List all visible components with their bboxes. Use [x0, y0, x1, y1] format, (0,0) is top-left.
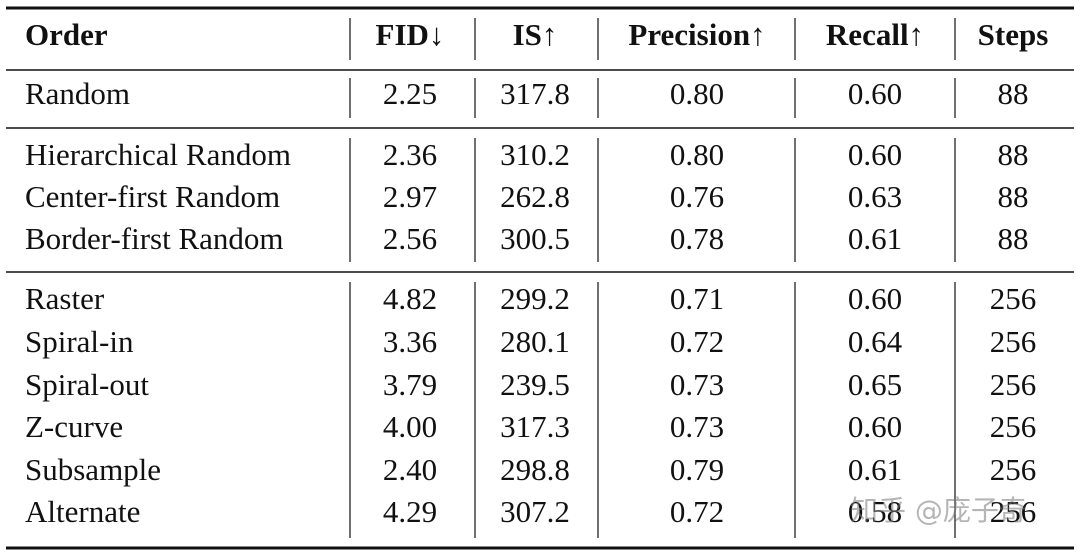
cell: 280.1 [500, 324, 570, 359]
cell: 0.61 [848, 452, 902, 487]
row-label: Subsample [25, 452, 161, 487]
cell: 317.8 [500, 76, 570, 111]
cell: 3.36 [383, 324, 437, 359]
row-label: Spiral-out [25, 367, 149, 402]
cell: 317.3 [500, 409, 570, 444]
cell: 0.71 [670, 281, 724, 316]
cell: FID↓ [376, 17, 445, 52]
cell: 3.79 [383, 367, 437, 402]
row-label: Alternate [25, 494, 140, 529]
cell: 256 [990, 367, 1037, 402]
cell: 0.58 [848, 494, 902, 529]
cell: 256 [990, 494, 1037, 529]
row-label: Spiral-in [25, 324, 134, 359]
cell: 2.56 [383, 221, 437, 256]
cell: 0.73 [670, 409, 724, 444]
row-label: Order [25, 17, 108, 52]
cell: 299.2 [500, 281, 570, 316]
row-label: Raster [25, 281, 105, 316]
cell: 300.5 [500, 221, 570, 256]
cell: 0.60 [848, 137, 902, 172]
cell: Recall↑ [826, 17, 924, 52]
cell: 2.25 [383, 76, 437, 111]
cell: 88 [998, 76, 1029, 111]
cell: 0.61 [848, 221, 902, 256]
cell: 0.78 [670, 221, 724, 256]
cell: 4.29 [383, 494, 437, 529]
cell: 0.76 [670, 179, 724, 214]
cell: 0.64 [848, 324, 903, 359]
cell: 307.2 [500, 494, 570, 529]
cell: 0.80 [670, 137, 724, 172]
cell: Precision↑ [628, 17, 765, 52]
cell: 0.63 [848, 179, 902, 214]
row-label: Random [25, 76, 130, 111]
cell: 0.65 [848, 367, 902, 402]
row-label: Hierarchical Random [25, 137, 291, 172]
cell: 0.73 [670, 367, 724, 402]
row-label: Border-first Random [25, 221, 284, 256]
cell: 4.00 [383, 409, 437, 444]
cell: 0.60 [848, 76, 902, 111]
cell: IS↑ [513, 17, 558, 52]
cell: 2.40 [383, 452, 437, 487]
cell: 2.36 [383, 137, 437, 172]
cell: 310.2 [500, 137, 570, 172]
cell: 262.8 [500, 179, 570, 214]
cell: 256 [990, 324, 1037, 359]
cell: 256 [990, 409, 1037, 444]
cell: 4.82 [383, 281, 437, 316]
cell: 256 [990, 281, 1037, 316]
cell: 0.72 [670, 494, 724, 529]
cell: 0.60 [848, 281, 902, 316]
cell: 88 [998, 137, 1029, 172]
row-label: Z-curve [25, 409, 123, 444]
watermark: 知乎 @庞子奇 [850, 494, 1027, 527]
cell: 0.72 [670, 324, 724, 359]
row-label: Center-first Random [25, 179, 280, 214]
cell: Steps [978, 17, 1049, 52]
cell: 2.97 [383, 179, 437, 214]
cell: 256 [990, 452, 1037, 487]
cell: 0.80 [670, 76, 724, 111]
cell: 88 [998, 179, 1029, 214]
cell: 239.5 [500, 367, 570, 402]
cell: 298.8 [500, 452, 570, 487]
cell: 0.60 [848, 409, 902, 444]
cell: 0.79 [670, 452, 724, 487]
cell: 88 [998, 221, 1029, 256]
